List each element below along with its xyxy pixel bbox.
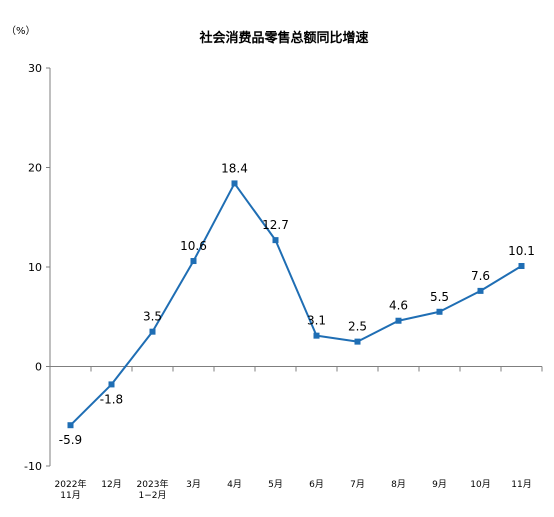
data-point-marker <box>477 287 484 294</box>
data-point-marker <box>149 328 156 335</box>
data-label: 10.1 <box>508 244 535 258</box>
x-tick-label: 2023年 <box>137 478 169 490</box>
data-point-marker <box>354 338 361 345</box>
x-tick-label: 9月 <box>432 479 447 490</box>
x-tick-label: 11月 <box>60 490 80 501</box>
data-label: -5.9 <box>59 433 82 447</box>
chart-title: 社会消费品零售总额同比增速 <box>198 30 368 46</box>
x-tick-label: 2022年 <box>55 478 87 490</box>
data-labels: -5.9 -1.8 3.5 10.6 18.4 12.7 3.1 2.5 4.6 5.5 7.6 10… <box>59 161 535 447</box>
y-axis-unit-label: （%） <box>6 25 36 37</box>
x-tick-label: 7月 <box>350 479 365 490</box>
x-tick-label: 12月 <box>101 479 121 490</box>
data-label: 3.5 <box>143 310 162 324</box>
data-label: -1.8 <box>100 392 123 406</box>
data-point-marker <box>518 263 525 270</box>
data-point-marker <box>190 258 197 265</box>
x-tick-label: 3月 <box>186 479 201 490</box>
y-tick-label: 10 <box>28 261 42 274</box>
data-point-marker <box>108 381 115 388</box>
y-tick-label: 20 <box>28 162 42 175</box>
data-label: 4.6 <box>389 299 408 313</box>
data-point-marker <box>436 308 443 315</box>
x-tick-label: 8月 <box>391 479 406 490</box>
data-label: 3.1 <box>307 314 326 328</box>
x-tick-label: 1−2月 <box>139 490 167 501</box>
data-point-marker <box>231 180 238 187</box>
y-tick-label: 0 <box>35 361 42 374</box>
x-tick-label: 6月 <box>309 479 324 490</box>
data-label: 18.4 <box>221 161 248 175</box>
x-tick-label: 5月 <box>268 479 283 490</box>
y-tick-label: 30 <box>28 62 42 75</box>
data-label: 10.6 <box>180 239 207 253</box>
data-label: 12.7 <box>262 218 289 232</box>
x-tick-label: 4月 <box>227 479 242 490</box>
data-point-marker <box>272 237 279 244</box>
series-line <box>69 182 523 426</box>
data-point-marker <box>395 317 402 324</box>
data-label: 2.5 <box>348 320 367 334</box>
data-label: 5.5 <box>430 290 449 304</box>
data-label: 7.6 <box>471 269 490 283</box>
x-tick-label: 11月 <box>511 479 531 490</box>
y-tick-label: -10 <box>24 460 42 473</box>
x-tick-label: 10月 <box>470 479 490 490</box>
data-point-marker <box>313 332 320 339</box>
series-layer <box>67 180 525 429</box>
data-point-marker <box>67 422 74 429</box>
